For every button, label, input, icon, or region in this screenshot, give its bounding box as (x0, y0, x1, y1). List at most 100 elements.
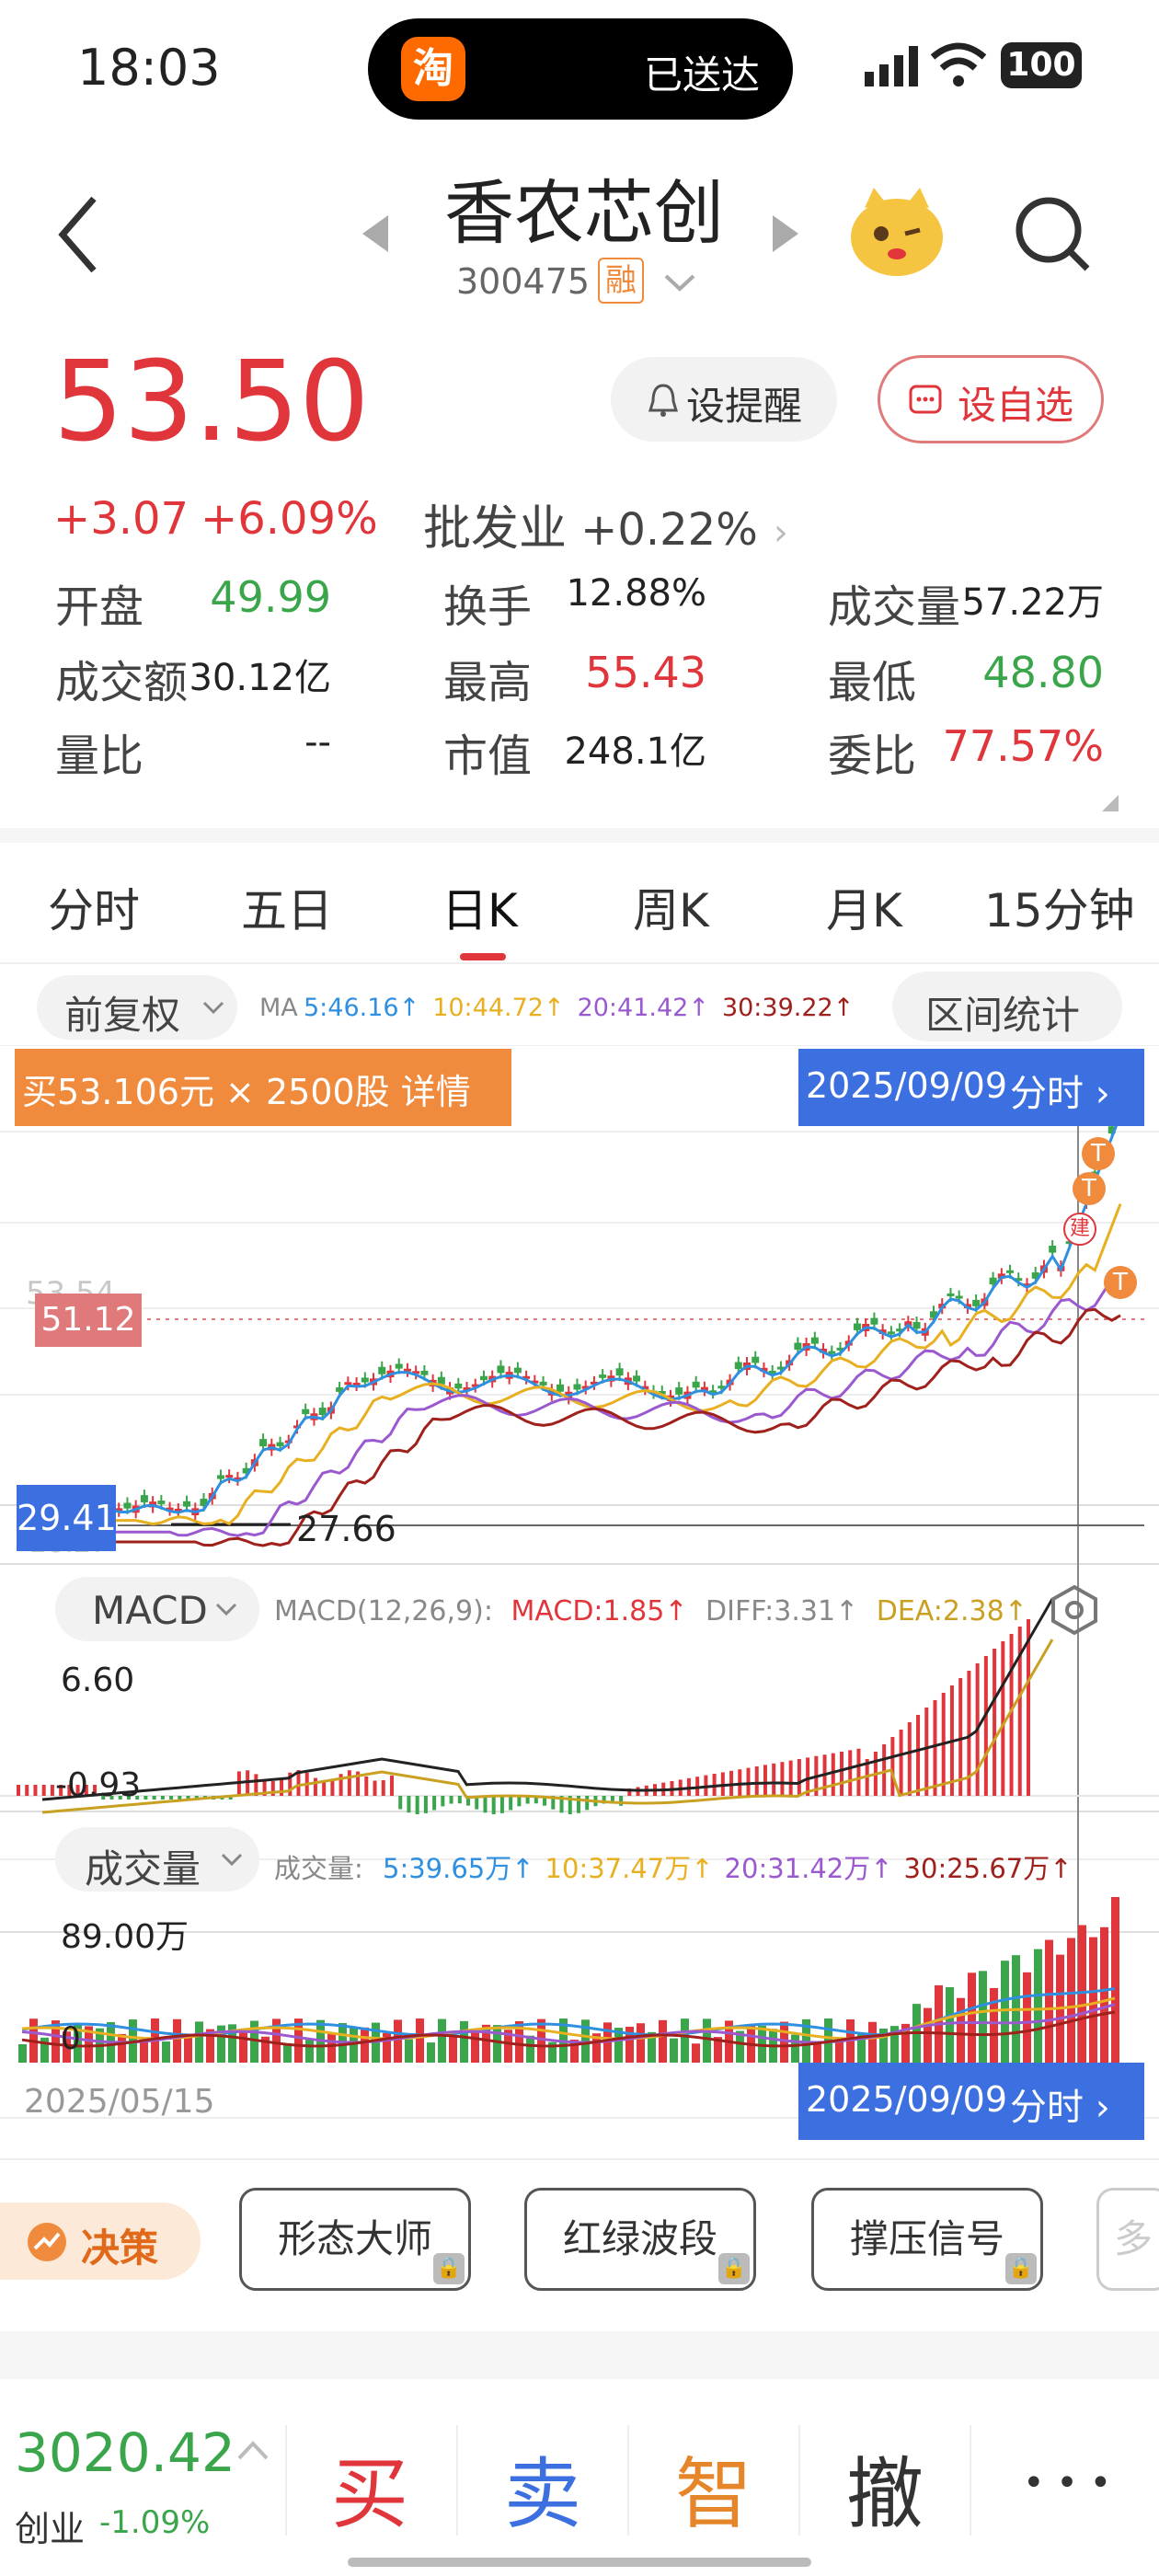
stat-label: 成交量 (828, 581, 961, 633)
range-stats-button[interactable]: 区间统计 (892, 972, 1122, 1041)
index-value[interactable]: 3020.42 (15, 2421, 235, 2484)
tool-more-partial[interactable]: 多 (1096, 2188, 1159, 2291)
candle (1107, 1126, 1116, 1133)
volume-bar (74, 2023, 82, 2063)
candle (1023, 1283, 1031, 1288)
tool-pattern-master[interactable]: 形态大师 🔒 (239, 2188, 471, 2291)
candle (590, 1381, 598, 1385)
build-position-marker[interactable]: 建 (1063, 1213, 1096, 1246)
candle (344, 1382, 352, 1386)
chevron-up-icon[interactable] (237, 2440, 269, 2462)
tool-red-green-band[interactable]: 红绿波段 🔒 (524, 2188, 756, 2291)
divider (798, 2425, 800, 2536)
end-date-link: 分时 › (1010, 2087, 1110, 2129)
candle (166, 1507, 174, 1511)
prev-stock-button[interactable] (359, 212, 392, 256)
price-change-pct: +6.09% (201, 493, 378, 545)
trade-marker-t[interactable]: T (1104, 1266, 1137, 1299)
buy-button[interactable]: 买 (331, 2449, 409, 2539)
crosshair-price-tag: 51.12 (35, 1294, 142, 1347)
more-button[interactable]: • • • (1023, 2462, 1112, 2504)
date-banner-bottom[interactable]: 2025/09/09 分时 › (798, 2063, 1144, 2140)
set-alert-button[interactable]: 设提醒 (611, 357, 837, 442)
volume-bar (162, 2041, 170, 2063)
chevron-down-icon[interactable] (664, 272, 695, 293)
volume-bar (228, 2024, 236, 2063)
candle (930, 1311, 938, 1318)
candle (752, 1356, 760, 1363)
tab-5[interactable]: 15分钟 (984, 884, 1135, 937)
indicator-selector[interactable]: MACD (55, 1577, 259, 1641)
next-stock-button[interactable] (769, 212, 802, 256)
date-banner[interactable]: 2025/09/09 分时 › (798, 1049, 1144, 1126)
sector-change: +0.22% (580, 504, 758, 556)
volume-bar (548, 2041, 557, 2063)
trade-marker-t[interactable]: T (1073, 1172, 1106, 1205)
add-watchlist-button[interactable]: 设自选 (878, 355, 1104, 443)
smart-trade-button[interactable]: 智 (675, 2449, 753, 2539)
range-stats-label: 区间统计 (925, 993, 1081, 1038)
trade-record-text: 买53.106元 × 2500股 详情 (22, 1072, 471, 1112)
sector-link[interactable]: 批发业 +0.22% › (423, 489, 788, 558)
volume-bar (195, 2021, 203, 2063)
candle (658, 1391, 666, 1395)
sector-name: 批发业 (423, 501, 568, 557)
set-alert-label: 设提醒 (686, 384, 803, 429)
candle (403, 1368, 411, 1372)
tab-3[interactable]: 周K (633, 884, 709, 937)
search-icon[interactable] (1012, 193, 1095, 276)
margin-badge: 融 (598, 258, 644, 304)
trade-marker-t[interactable]: T (1082, 1137, 1115, 1170)
candle (760, 1367, 768, 1373)
volume-bar (283, 2042, 292, 2063)
volume-bar (857, 2034, 866, 2063)
back-button[interactable] (55, 193, 101, 280)
volume-selector[interactable]: 成交量 (55, 1827, 259, 1892)
chevron-down-icon (202, 1001, 224, 1015)
cancel-order-button[interactable]: 撤 (846, 2449, 924, 2539)
candle (437, 1376, 445, 1385)
chevron-left-icon (58, 196, 97, 273)
tool-support-resistance[interactable]: 撑压信号 🔒 (811, 2188, 1043, 2291)
stat-label: 换手 (443, 581, 533, 633)
volume-bar (1001, 1961, 1009, 2063)
adjust-selector[interactable]: 前复权 (37, 975, 237, 1040)
ma-legend: 5:46.16↑ 10:44.72↑ 20:41.42↑ 30:39.22↑ (304, 994, 866, 1022)
trade-record-banner[interactable]: 买53.106元 × 2500股 详情 (15, 1049, 511, 1126)
candle (420, 1370, 429, 1375)
volume-legend: 成交量: 5:39.65万↑ 10:37.47万↑ 20:31.42万↑ 30:25.… (274, 1847, 1073, 1886)
volume-bar (173, 2018, 181, 2063)
volume-bar (957, 1997, 965, 2063)
stock-name: 香农芯创 (444, 172, 724, 254)
tab-2[interactable]: 日K (442, 884, 518, 937)
candle (599, 1374, 607, 1378)
indicator-settings-icon[interactable] (1050, 1584, 1098, 1636)
volume-bar (361, 2027, 369, 2063)
candle (896, 1328, 904, 1332)
indicator-selector-label: MACD (92, 1588, 208, 1633)
wifi-icon (930, 42, 987, 86)
mascot-icon[interactable] (846, 180, 947, 282)
candle (513, 1367, 522, 1374)
volume-bar (217, 2025, 225, 2063)
candle (225, 1475, 234, 1478)
volume-bar (1067, 1938, 1075, 2063)
decision-badge[interactable]: 决策 (0, 2202, 201, 2280)
volume-bar (438, 2018, 446, 2063)
volume-bar (670, 2038, 678, 2063)
macd-value: MACD:1.85↑ (511, 1595, 688, 1627)
tab-0[interactable]: 分时 (48, 884, 140, 937)
tab-4[interactable]: 月K (826, 884, 902, 937)
candle (531, 1380, 539, 1384)
stat-label: 量比 (55, 730, 144, 782)
dynamic-island[interactable]: 淘 已送达 (368, 18, 793, 120)
tab-1[interactable]: 五日 (241, 884, 333, 937)
kline-chart[interactable] (0, 1045, 1159, 2140)
candle (641, 1386, 649, 1390)
stat-label: 最低 (828, 657, 917, 708)
expand-corner-icon[interactable] (1100, 793, 1120, 813)
volume-bar (140, 2040, 148, 2063)
volume-bar (261, 2036, 270, 2063)
sell-button[interactable]: 卖 (504, 2449, 582, 2539)
stat-value: -- (304, 721, 331, 764)
